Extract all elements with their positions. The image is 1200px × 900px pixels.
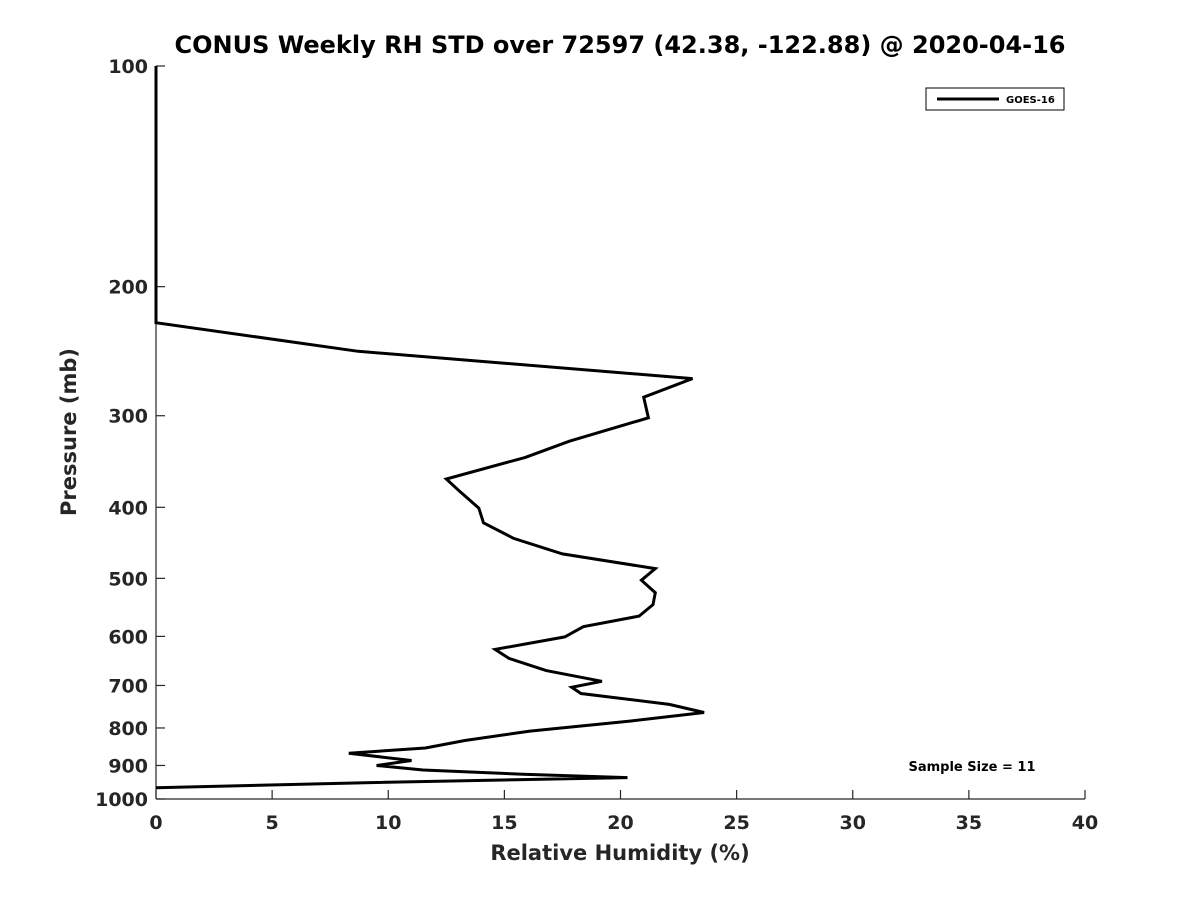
x-tick-label: 20 [607,812,633,834]
y-tick-label: 1000 [95,789,148,811]
x-axis-label: Relative Humidity (%) [490,841,749,865]
y-tick-label: 700 [108,675,148,697]
y-tick-label: 800 [108,718,148,740]
y-tick-label: 500 [108,568,148,590]
y-tick-label: 300 [108,406,148,428]
y-axis-label: Pressure (mb) [57,348,81,516]
y-tick-label: 900 [108,755,148,777]
x-tick-label: 30 [840,812,866,834]
x-tick-label: 25 [723,812,749,834]
legend: GOES-16 [925,87,1065,111]
x-tick-label: 40 [1072,812,1098,834]
y-tick-label: 100 [108,56,148,78]
y-axis-ticks: 100 200 300 400 500 600 700 800 900 1000 [95,56,165,811]
legend-entry-goes-16: GOES-16 [1006,95,1055,106]
y-tick-label: 400 [108,497,148,519]
x-tick-label: 5 [266,812,279,834]
x-tick-label: 15 [491,812,517,834]
x-axis-ticks: 0 5 10 15 20 25 30 35 40 [149,790,1098,834]
chart-title: CONUS Weekly RH STD over 72597 (42.38, -… [174,31,1065,59]
x-tick-label: 10 [375,812,401,834]
y-tick-label: 200 [108,277,148,299]
series-line-goes-16 [154,66,705,790]
x-tick-label: 0 [149,812,162,834]
series-layer [154,66,705,790]
y-tick-label: 600 [108,626,148,648]
x-tick-label: 35 [956,812,982,834]
sample-size-annotation: Sample Size = 11 [908,760,1035,775]
